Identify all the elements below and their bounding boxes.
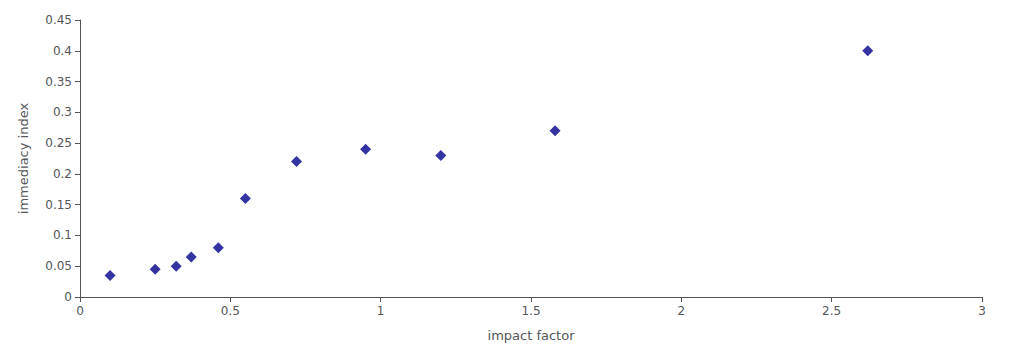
svg-text:0: 0: [64, 290, 72, 304]
svg-text:impact factor: impact factor: [488, 328, 576, 343]
svg-text:0.2: 0.2: [53, 167, 72, 181]
svg-text:0.1: 0.1: [53, 228, 72, 242]
svg-text:1: 1: [377, 304, 385, 318]
svg-text:0.15: 0.15: [45, 198, 72, 212]
svg-text:2: 2: [678, 304, 686, 318]
svg-text:0.25: 0.25: [45, 136, 72, 150]
svg-text:3: 3: [978, 304, 986, 318]
svg-text:0.5: 0.5: [221, 304, 240, 318]
svg-text:0.35: 0.35: [45, 75, 72, 89]
svg-text:0.05: 0.05: [45, 259, 72, 273]
svg-text:0.4: 0.4: [53, 44, 72, 58]
svg-text:2.5: 2.5: [822, 304, 841, 318]
svg-text:0.3: 0.3: [53, 105, 72, 119]
svg-text:0.45: 0.45: [45, 13, 72, 27]
svg-text:0: 0: [76, 304, 84, 318]
svg-text:1.5: 1.5: [521, 304, 540, 318]
svg-text:immediacy index: immediacy index: [16, 103, 31, 215]
